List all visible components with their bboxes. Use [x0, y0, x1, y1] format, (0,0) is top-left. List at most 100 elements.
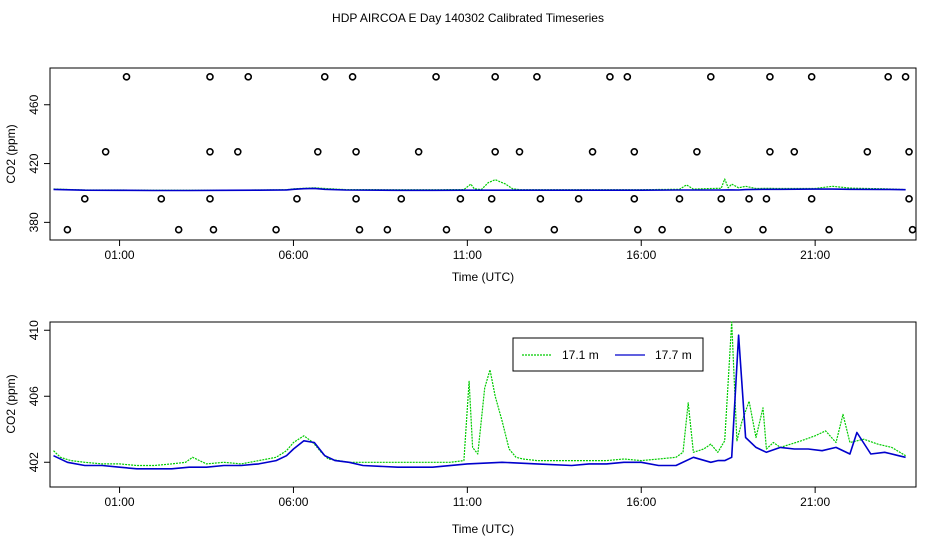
- bottom-y-tick-label: 410: [27, 320, 41, 340]
- top-scatter-point: [884, 73, 892, 81]
- top-y-axis: 380 420 460: [27, 94, 50, 232]
- top-scatter-point: [491, 147, 499, 156]
- top-scatter-point: [272, 225, 280, 234]
- top-scatter-point: [790, 147, 799, 156]
- legend-label-green: 17.1 m: [562, 348, 599, 362]
- top-panel: 01:00 06:00 11:00 16:00 21:00 380 420 460 Time…: [4, 67, 917, 284]
- top-scatter-point: [550, 225, 559, 234]
- bottom-x-tick-label: 16:00: [626, 495, 656, 509]
- top-y-axis-label: CO2 (ppm): [4, 124, 18, 183]
- top-scatter-point: [908, 225, 917, 234]
- bottom-panel: 01:00 06:00 11:00 16:00 21:00 402 406 410 Time…: [4, 320, 917, 536]
- top-series-group: [53, 73, 917, 234]
- legend-label-blue: 17.7 m: [655, 348, 692, 362]
- top-scatter-point: [101, 147, 110, 156]
- top-y-tick-label: 460: [27, 94, 41, 114]
- top-x-tick-label: 01:00: [105, 248, 135, 262]
- top-scatter-point: [487, 195, 496, 203]
- top-scatter-point: [863, 147, 872, 156]
- top-x-axis-label: Time (UTC): [452, 270, 514, 284]
- top-scatter-point: [414, 147, 423, 156]
- bottom-series-line-blue: [53, 334, 906, 470]
- figure-title: HDP AIRCOA E Day 140302 Calibrated Times…: [332, 11, 604, 25]
- top-scatter-point: [724, 225, 732, 234]
- top-plot-frame: [49, 67, 917, 241]
- top-scatter-point: [633, 225, 642, 234]
- bottom-x-tick-label: 21:00: [800, 495, 830, 509]
- top-scatter-point: [348, 73, 357, 81]
- legend: 17.1 m 17.7 m: [512, 337, 704, 372]
- top-x-axis: 01:00 06:00 11:00 16:00 21:00: [105, 240, 830, 262]
- top-scatter-point: [352, 147, 360, 156]
- top-scatter-point: [759, 225, 767, 234]
- top-scatter-point: [630, 147, 639, 156]
- top-y-tick-label: 380: [27, 212, 41, 232]
- top-scatter-point: [766, 73, 774, 81]
- top-scatter-point: [623, 73, 632, 81]
- top-scatter-point: [807, 195, 816, 203]
- bottom-series-line-green: [53, 321, 906, 467]
- top-scatter-point: [766, 147, 774, 156]
- top-scatter-point: [442, 225, 451, 234]
- top-scatter-point: [658, 225, 666, 234]
- top-scatter-point: [293, 195, 301, 203]
- top-scatter-point: [80, 195, 89, 203]
- top-x-tick-label: 06:00: [278, 248, 308, 262]
- top-scatter-point: [313, 147, 322, 156]
- top-scatter-point: [745, 195, 753, 203]
- top-scatter-point: [606, 73, 614, 81]
- legend-box: [512, 337, 704, 372]
- top-scatter-point: [206, 195, 214, 203]
- bottom-x-tick-label: 11:00: [453, 495, 482, 509]
- bottom-x-tick-label: 06:00: [278, 495, 308, 509]
- top-x-tick-label: 16:00: [626, 248, 656, 262]
- bottom-y-tick-label: 402: [27, 452, 41, 472]
- top-scatter-point: [630, 195, 639, 203]
- top-scatter-point: [825, 225, 833, 234]
- top-x-tick-label: 21:00: [800, 248, 830, 262]
- top-scatter-point: [206, 73, 214, 81]
- top-scatter-point: [717, 195, 726, 203]
- top-scatter-point: [320, 73, 329, 81]
- bottom-series-group: [53, 321, 906, 470]
- top-scatter-point: [63, 225, 72, 234]
- top-scatter-point: [209, 225, 218, 234]
- top-scatter-point: [807, 73, 816, 81]
- bottom-x-tick-label: 01:00: [105, 495, 135, 509]
- top-scatter-point: [693, 147, 701, 156]
- top-scatter-point: [707, 73, 715, 81]
- bottom-y-axis: 402 406 410: [27, 320, 50, 472]
- top-scatter-point: [206, 147, 214, 156]
- top-scatter-point: [905, 195, 913, 203]
- top-scatter-point: [397, 195, 406, 203]
- top-scatter-point: [574, 195, 583, 203]
- top-scatter-point: [355, 225, 364, 234]
- top-scatter-point: [234, 147, 242, 156]
- top-scatter-point: [905, 147, 913, 156]
- top-scatter-point: [484, 225, 493, 234]
- bottom-x-axis: 01:00 06:00 11:00 16:00 21:00: [105, 487, 830, 509]
- top-scatter-point: [157, 195, 166, 203]
- bottom-x-axis-label: Time (UTC): [452, 522, 514, 536]
- bottom-y-axis-label: CO2 (ppm): [4, 374, 18, 433]
- bottom-plot-frame: [49, 321, 917, 488]
- top-scatter-point: [901, 73, 910, 81]
- top-scatter-point: [432, 73, 440, 81]
- top-scatter-point: [244, 73, 253, 81]
- top-scatter-point: [536, 195, 545, 203]
- top-series-line-green: [53, 178, 906, 191]
- top-scatter-point: [383, 225, 392, 234]
- top-scatter-point: [456, 195, 465, 203]
- top-series-line-blue: [53, 187, 906, 192]
- top-x-tick-label: 11:00: [453, 248, 482, 262]
- top-scatter-point: [122, 73, 131, 81]
- top-scatter-point: [491, 73, 499, 81]
- top-scatter-point: [174, 225, 183, 234]
- top-scatter-point: [588, 147, 597, 156]
- top-scatter-point: [515, 147, 524, 156]
- top-scatter-point: [762, 195, 771, 203]
- top-y-tick-label: 420: [27, 153, 41, 173]
- top-scatter-point: [533, 73, 541, 81]
- top-scatter-point: [352, 195, 360, 203]
